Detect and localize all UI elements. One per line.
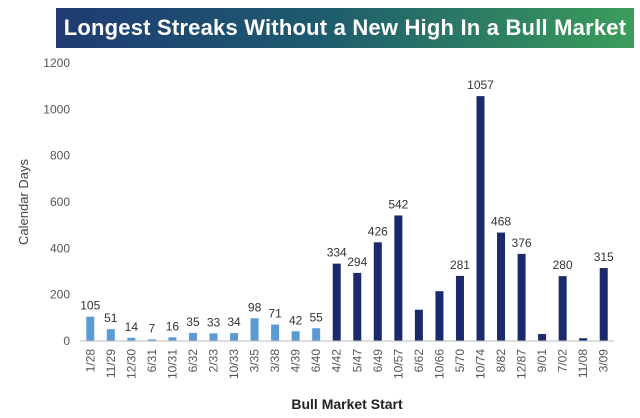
x-tick-label: 12/30 (124, 349, 138, 379)
bar-10-33 (230, 333, 239, 341)
data-label: 16 (166, 319, 180, 333)
bars-group (86, 96, 608, 342)
x-tick-label: 8/82 (494, 349, 508, 373)
x-tick-label: 10/74 (474, 349, 488, 379)
x-tick-label: 11/08 (576, 349, 590, 378)
x-tick-label: 3/38 (268, 349, 282, 373)
x-tick-label: 6/49 (371, 349, 385, 373)
data-label: 51 (104, 311, 118, 325)
data-label: 35 (186, 315, 200, 329)
bar-12-30 (127, 337, 136, 341)
bar-11-08 (579, 338, 588, 341)
y-tick-label: 1000 (43, 102, 70, 116)
data-label: 315 (594, 250, 614, 264)
y-tick-label: 1200 (43, 56, 70, 70)
data-label: 334 (327, 246, 347, 260)
x-tick-label: 1/28 (83, 349, 97, 373)
x-tick-label: 6/31 (145, 349, 159, 373)
bar-5-47 (353, 272, 362, 341)
x-tick-label: 7/02 (556, 349, 570, 373)
x-tick-label: 6/62 (412, 349, 426, 373)
bar-10-74 (476, 96, 485, 342)
y-tick-label: 400 (50, 241, 70, 255)
bar-5-70 (455, 275, 464, 341)
data-label: 71 (268, 307, 282, 321)
data-label: 98 (248, 300, 262, 314)
data-label: 376 (512, 236, 532, 250)
data-label: 33 (207, 315, 221, 329)
data-label: 281 (450, 258, 470, 272)
y-axis-title: Calendar Days (16, 159, 31, 245)
y-tick-label: 200 (50, 288, 70, 302)
x-tick-label: 9/01 (535, 349, 549, 373)
x-tick-label: 10/31 (165, 349, 179, 379)
x-tick-label: 12/87 (515, 349, 529, 379)
bar-10-66 (435, 291, 444, 341)
data-label: 105 (80, 299, 100, 313)
y-tick-label: 600 (50, 195, 70, 209)
data-label: 542 (388, 197, 408, 211)
x-tick-label: 3/09 (597, 349, 611, 373)
x-tick-label: 11/29 (104, 349, 118, 378)
x-tick-label: 10/57 (391, 349, 405, 379)
data-label: 468 (491, 215, 511, 229)
bar-6-62 (414, 309, 423, 341)
y-axis: 0 200 400 600 800 1000 1200 (43, 56, 70, 348)
bar-4-42 (332, 263, 341, 341)
bar-7-02 (558, 276, 567, 341)
bar-6-31 (147, 339, 156, 341)
data-label: 34 (227, 315, 241, 329)
y-tick-label: 800 (50, 149, 70, 163)
chart-title-banner: Longest Streaks Without a New High In a … (56, 8, 634, 48)
data-label: 1057 (467, 78, 494, 92)
y-tick-label: 0 (63, 334, 70, 348)
x-tick-label: 6/32 (186, 349, 200, 373)
x-tick-label: 5/47 (350, 349, 364, 373)
bar-3-38 (271, 324, 280, 341)
data-label: 294 (347, 255, 367, 269)
bar-10-31 (168, 337, 177, 341)
bar-3-35 (250, 318, 259, 341)
x-tick-label: 5/70 (453, 349, 467, 373)
bar-1-28 (86, 316, 95, 341)
x-tick-label: 2/33 (207, 349, 221, 373)
bar-11-29 (106, 329, 115, 341)
data-label: 42 (289, 313, 303, 327)
bar-4-39 (291, 331, 300, 341)
bar-12-87 (517, 253, 526, 341)
bar-2-33 (209, 333, 218, 341)
bar-8-82 (497, 232, 506, 341)
bar-6-40 (312, 328, 321, 341)
data-label: 280 (553, 258, 573, 272)
x-tick-label: 6/40 (309, 349, 323, 373)
x-tick-label: 4/39 (289, 349, 303, 373)
data-label: 55 (310, 310, 324, 324)
bar-3-09 (599, 268, 608, 341)
x-tick-label: 10/66 (432, 349, 446, 379)
bar-6-32 (188, 332, 197, 341)
bar-10-57 (394, 215, 403, 341)
x-tick-label: 4/42 (330, 349, 344, 373)
x-tick-label: 3/35 (248, 349, 262, 373)
data-label: 7 (149, 321, 156, 335)
x-tick-label: 10/33 (227, 349, 241, 379)
bar-9-01 (538, 334, 547, 341)
data-label: 14 (125, 320, 139, 334)
bar-6-49 (373, 242, 382, 341)
x-axis-title: Bull Market Start (291, 396, 403, 412)
x-tick-labels-group: 1/28 11/29 12/30 6/31 10/31 6/32 2/33 10/33 3/35… (83, 349, 610, 379)
data-label: 426 (368, 224, 388, 238)
chart-title: Longest Streaks Without a New High In a … (63, 15, 627, 40)
